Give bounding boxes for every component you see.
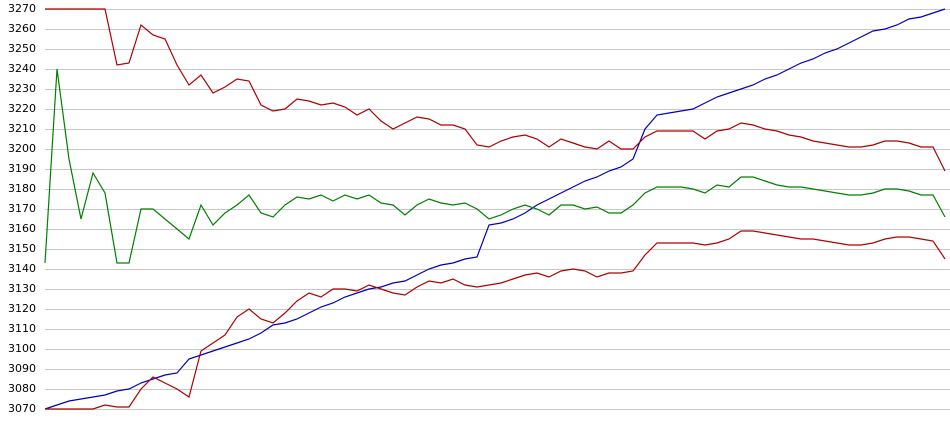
series-line [44,68,946,264]
y-tick-label: 3120 [8,302,36,315]
series-line [44,8,946,410]
y-tick-label: 3200 [8,142,36,155]
y-tick-label: 3130 [8,282,36,295]
y-tick-label: 3100 [8,342,36,355]
series-line [45,230,946,410]
y-tick-label: 3150 [8,242,36,255]
y-tick-label: 3270 [8,2,36,15]
y-tick-label: 3220 [8,102,36,115]
y-tick-label: 3170 [8,202,36,215]
y-tick-label: 3090 [8,362,36,375]
y-tick-label: 3110 [8,322,36,335]
series-line [45,8,946,172]
y-tick-label: 3190 [8,162,36,175]
y-tick-label: 3160 [8,222,36,235]
y-tick-label: 3240 [8,62,36,75]
y-tick-label: 3250 [8,42,36,55]
y-tick-label: 3070 [8,402,36,415]
y-tick-label: 3230 [8,82,36,95]
y-tick-label: 3180 [8,182,36,195]
y-tick-label: 3260 [8,22,36,35]
y-tick-label: 3210 [8,122,36,135]
y-tick-label: 3080 [8,382,36,395]
y-tick-label: 3140 [8,262,36,275]
